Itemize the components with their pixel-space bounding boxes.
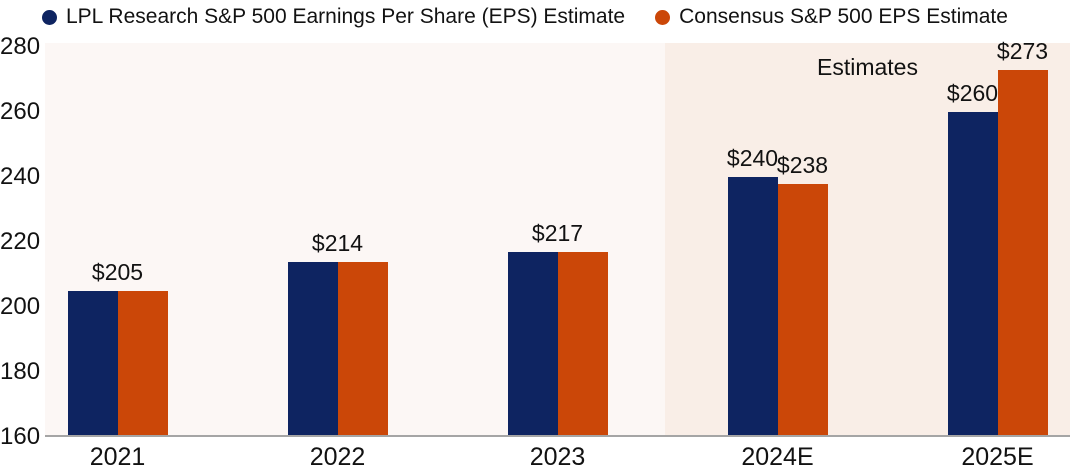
y-axis-tick-label: 180	[0, 358, 41, 385]
x-axis-label-2022: 2022	[309, 443, 366, 471]
bar-value-label: $240	[726, 145, 779, 171]
bar-value-label: $214	[311, 229, 364, 256]
bar-2024E-consensus	[777, 183, 828, 437]
x-axis-label-2021: 2021	[89, 443, 146, 471]
y-axis-tick-label: 200	[0, 293, 41, 320]
bar-2024E-lpl	[727, 177, 778, 437]
bar-2023-consensus	[557, 251, 608, 437]
legend-item-lpl: LPL Research S&P 500 Earnings Per Share …	[42, 4, 625, 30]
bar-2021-consensus	[117, 290, 168, 437]
legend-label-lpl: LPL Research S&P 500 Earnings Per Share …	[66, 5, 626, 28]
bar-value-label: $205	[91, 258, 144, 285]
y-axis-tick-label: 260	[0, 98, 41, 125]
chart-legend: LPL Research S&P 500 Earnings Per Share …	[42, 4, 1070, 30]
legend-item-consensus: Consensus S&P 500 EPS Estimate	[655, 4, 1008, 30]
y-axis-tick-label: 240	[0, 163, 41, 190]
bar-2022-lpl	[287, 261, 338, 437]
estimates-annotation-label: Estimates	[817, 54, 918, 80]
y-axis-tick-label: 220	[0, 228, 41, 255]
x-axis-label-2023: 2023	[529, 443, 586, 471]
x-axis-label-2025E: 2025E	[961, 443, 1034, 471]
y-axis-tick-label: 160	[0, 423, 41, 450]
bar-value-label: $238	[776, 151, 829, 178]
bar-2022-consensus	[337, 261, 388, 437]
x-axis-line	[45, 435, 1070, 437]
legend-marker-lpl-icon	[42, 9, 57, 25]
legend-marker-consensus-icon	[655, 9, 671, 25]
legend-label-consensus: Consensus S&P 500 EPS Estimate	[679, 5, 1008, 28]
y-axis-tick-label: 280	[0, 33, 41, 60]
bar-2025E-consensus	[997, 69, 1048, 437]
bar-2021-lpl	[67, 290, 118, 437]
bar-value-label: $217	[531, 219, 584, 246]
bar-2023-lpl	[507, 251, 558, 437]
bar-2025E-lpl	[947, 112, 998, 437]
x-axis-label-2024E: 2024E	[741, 443, 814, 471]
bar-value-label: $273	[996, 37, 1049, 64]
bar-value-label: $260	[946, 80, 999, 106]
